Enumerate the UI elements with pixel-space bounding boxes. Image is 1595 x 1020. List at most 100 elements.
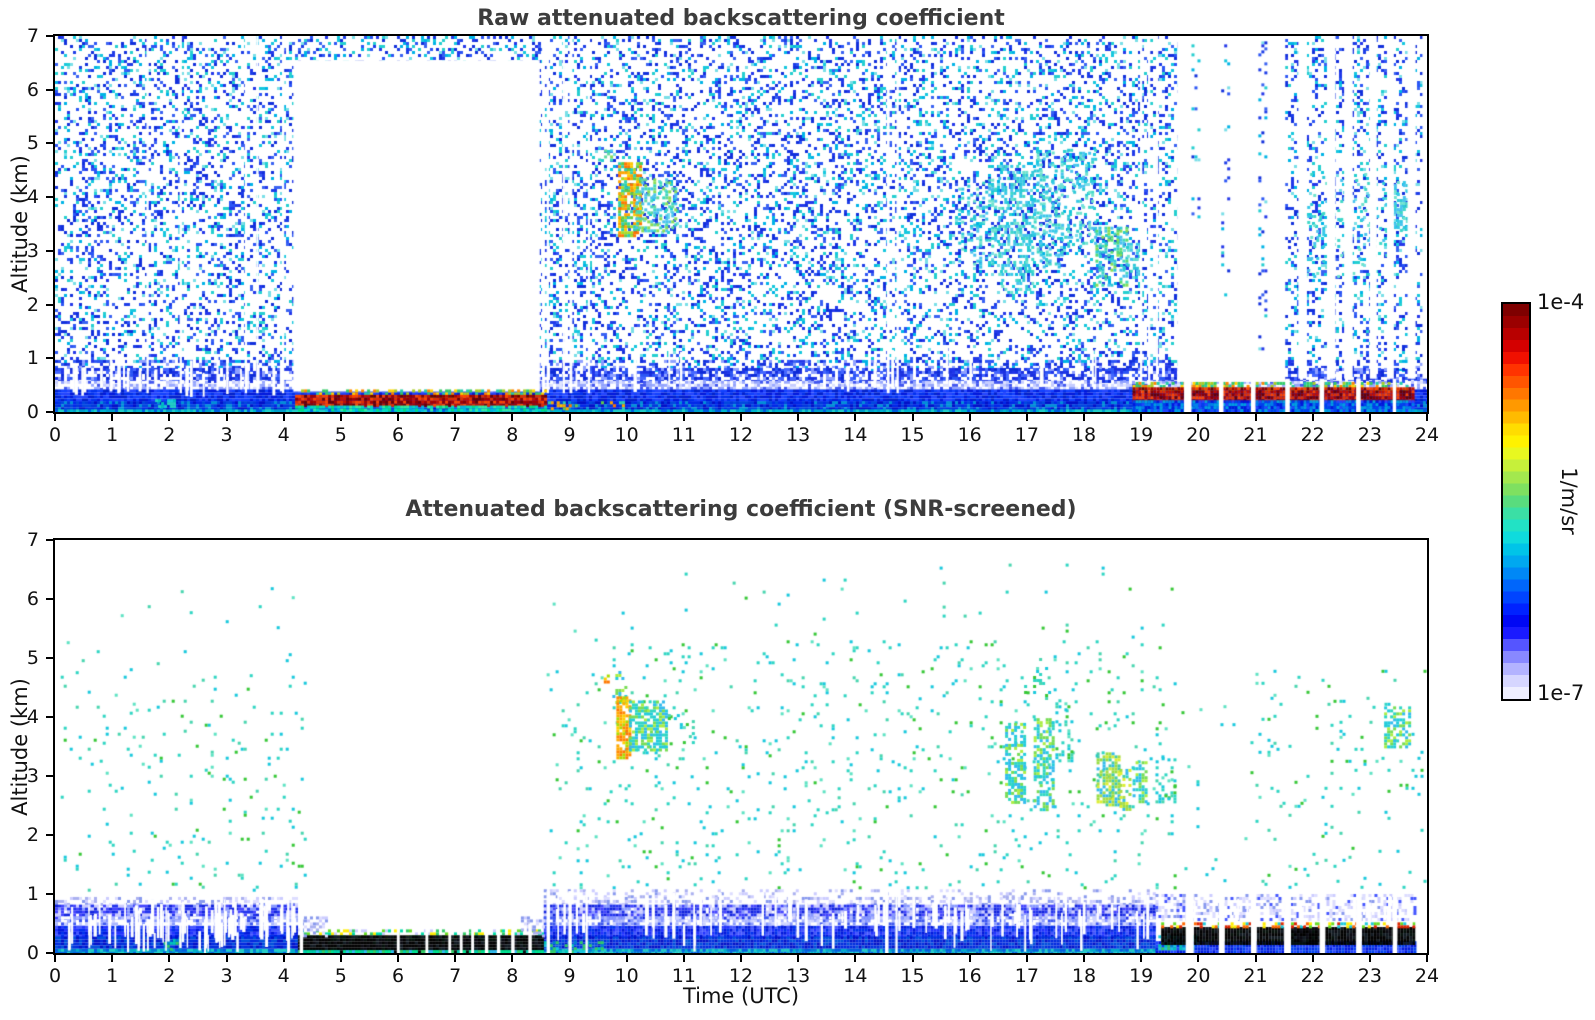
- y-tick-label: 3: [26, 239, 39, 262]
- x-tick: [339, 414, 342, 421]
- y-tick: [46, 142, 53, 145]
- x-tick-label: 13: [786, 965, 811, 987]
- y-tick: [46, 196, 53, 199]
- x-tick-label: 12: [728, 965, 754, 987]
- x-tick: [854, 414, 857, 421]
- y-tick-label: 3: [26, 765, 39, 787]
- x-tick: [740, 414, 742, 421]
- x-tick-label: 5: [334, 424, 347, 446]
- x-tick-label: 10: [614, 965, 639, 987]
- x-tick: [911, 414, 914, 421]
- x-tick-label: 22: [1300, 424, 1325, 446]
- x-tick: [1197, 414, 1200, 421]
- x-tick-label: 12: [728, 424, 754, 446]
- x-tick-label: 14: [843, 965, 868, 987]
- y-tick-label: 6: [26, 78, 39, 101]
- y-tick-label: 2: [26, 824, 39, 846]
- panel2-heatmap-canvas: [55, 540, 1427, 953]
- x-tick: [1140, 955, 1143, 962]
- x-tick: [454, 955, 457, 962]
- x-axis-label: Time (UTC): [682, 984, 800, 1008]
- y-tick: [46, 598, 53, 600]
- x-tick: [797, 955, 800, 962]
- y-tick: [46, 539, 53, 541]
- y-tick: [46, 716, 53, 718]
- x-tick: [111, 414, 114, 421]
- panel1-ylabel: Altitude (km): [8, 155, 32, 293]
- x-tick: [225, 955, 228, 962]
- x-tick: [397, 955, 399, 962]
- x-tick: [625, 955, 628, 962]
- x-tick: [282, 955, 285, 962]
- x-tick: [511, 414, 514, 421]
- y-tick: [46, 357, 53, 360]
- x-tick-label: 1: [106, 424, 119, 446]
- x-tick-label: 15: [900, 424, 925, 446]
- x-tick: [282, 414, 285, 421]
- x-tick-label: 19: [1129, 965, 1154, 987]
- x-tick-label: 9: [563, 424, 576, 446]
- x-tick-label: 23: [1357, 424, 1382, 446]
- x-tick: [1311, 414, 1314, 421]
- x-tick-label: 2: [163, 965, 176, 987]
- y-tick-label: 5: [26, 647, 39, 669]
- y-tick-label: 4: [26, 706, 39, 728]
- x-tick-label: 1: [106, 965, 119, 987]
- x-tick: [1368, 414, 1371, 421]
- colorbar-unit-label: 1/m/sr: [1557, 467, 1581, 535]
- y-tick: [46, 893, 53, 895]
- y-tick: [46, 657, 53, 659]
- x-tick-label: 7: [449, 424, 462, 446]
- y-tick: [46, 775, 53, 777]
- x-tick-label: 0: [48, 424, 62, 446]
- x-tick: [168, 955, 171, 962]
- y-tick: [46, 35, 53, 37]
- x-tick: [1197, 955, 1200, 962]
- x-tick: [1083, 414, 1085, 421]
- x-tick: [339, 955, 342, 962]
- x-tick: [54, 414, 56, 421]
- x-tick: [54, 955, 56, 962]
- x-tick-label: 15: [900, 965, 925, 987]
- x-tick-label: 8: [506, 424, 519, 446]
- x-tick: [568, 414, 571, 421]
- x-tick: [1140, 414, 1143, 421]
- y-tick: [46, 952, 53, 954]
- x-tick-label: 6: [391, 424, 405, 446]
- y-tick: [46, 411, 53, 413]
- y-tick-label: 5: [26, 132, 39, 155]
- colorbar-gradient: [1503, 304, 1529, 699]
- x-tick-label: 9: [563, 965, 576, 987]
- x-tick: [682, 955, 685, 962]
- x-tick-label: 3: [220, 424, 233, 446]
- x-tick: [1254, 955, 1257, 962]
- x-tick-label: 20: [1186, 965, 1211, 987]
- x-tick: [1368, 955, 1371, 962]
- x-tick-label: 11: [671, 965, 696, 987]
- x-tick: [797, 414, 800, 421]
- x-tick-label: 10: [614, 424, 639, 446]
- colorbar-max-label: 1e-4: [1537, 290, 1585, 314]
- colorbar-min-label: 1e-7: [1537, 681, 1585, 705]
- x-tick-label: 18: [1071, 424, 1097, 446]
- y-tick-label: 0: [26, 401, 39, 423]
- x-tick-label: 18: [1071, 965, 1097, 987]
- x-tick: [968, 414, 971, 421]
- x-tick: [1426, 955, 1428, 962]
- x-tick: [740, 955, 742, 962]
- x-tick: [1025, 955, 1028, 962]
- panel1-plot-area: [55, 36, 1427, 412]
- x-tick: [568, 955, 571, 962]
- x-tick-label: 0: [48, 965, 62, 987]
- y-tick: [46, 88, 53, 91]
- x-tick-label: 8: [506, 965, 519, 987]
- x-tick: [1083, 955, 1085, 962]
- x-tick-label: 14: [843, 424, 868, 446]
- panel1-title: Raw attenuated backscattering coefficien…: [477, 6, 1005, 31]
- x-tick: [1426, 414, 1428, 421]
- x-tick: [625, 414, 628, 421]
- y-tick: [46, 303, 53, 306]
- x-tick-label: 6: [391, 965, 405, 987]
- x-tick: [397, 414, 399, 421]
- y-tick-label: 1: [26, 883, 39, 905]
